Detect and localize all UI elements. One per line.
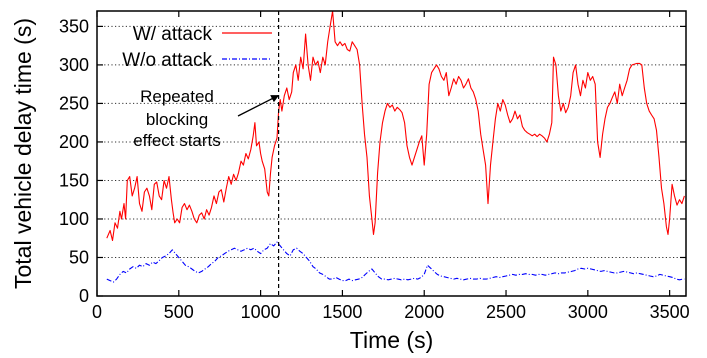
y-axis-label: Total vehicle delay time (s): [10, 18, 36, 289]
x-tick-label-2000: 2000: [404, 302, 444, 322]
y-tick-label-250: 250: [59, 93, 89, 113]
x-tick-label-500: 500: [164, 302, 194, 322]
annotation-arrow: [237, 95, 280, 117]
y-tick-label-300: 300: [59, 55, 89, 75]
legend-label-w-attack: W/ attack: [133, 24, 213, 45]
plot-frame: [96, 10, 687, 297]
x-tick-label-1000: 1000: [241, 302, 281, 322]
x-tick-label-2500: 2500: [486, 302, 526, 322]
x-axis-label: Time (s): [350, 327, 433, 353]
x-tick-label-1500: 1500: [322, 302, 362, 322]
series-layer: [106, 10, 685, 283]
legend: W/ attack W/o attack: [122, 24, 272, 71]
series-line-wo-attack: [106, 241, 685, 283]
x-tick-label-3500: 3500: [650, 302, 690, 322]
y-tick-label-200: 200: [59, 132, 89, 152]
legend-label-wo-attack: W/o attack: [122, 50, 212, 71]
annotation-line-3: effect starts: [133, 131, 221, 150]
annotation-layer: Repeated blocking effect starts: [133, 11, 280, 296]
annotation-line-2: blocking: [146, 110, 208, 129]
y-tick-label-100: 100: [59, 209, 89, 229]
grid-lines: [97, 25, 686, 258]
y-tick-label-350: 350: [59, 16, 89, 36]
y-tick-label-150: 150: [59, 170, 89, 190]
x-tick-label-0: 0: [92, 302, 102, 322]
y-tick-label-50: 50: [69, 247, 89, 267]
annotation-line-1: Repeated: [140, 87, 214, 106]
x-tick-label-3000: 3000: [568, 302, 608, 322]
y-tick-label-0: 0: [79, 286, 89, 306]
series-line-w-attack: [106, 10, 685, 242]
